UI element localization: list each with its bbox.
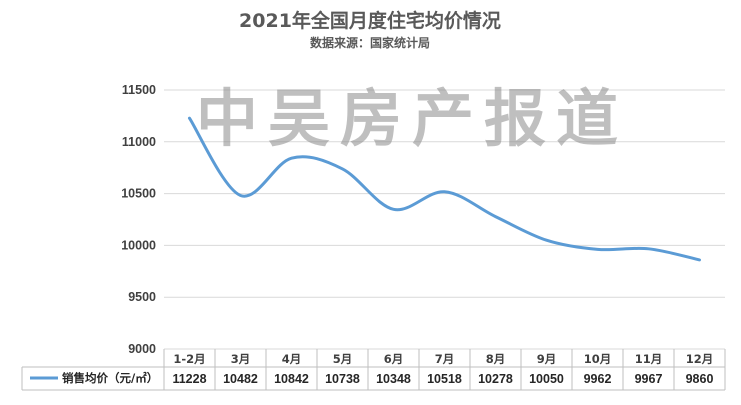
series-line <box>188 116 701 262</box>
y-tick-label: 11500 <box>122 83 156 97</box>
y-tick-label: 11000 <box>122 135 156 149</box>
x-tick-label: 1-2月 <box>173 352 205 366</box>
data-label: 9860 <box>686 372 714 386</box>
data-label: 10348 <box>376 372 411 386</box>
legend-label: 销售均价（元/㎡） <box>62 371 158 385</box>
gridlines <box>164 89 725 350</box>
data-label: 11228 <box>172 372 206 386</box>
plot-area <box>188 116 701 262</box>
x-tick-label: 8月 <box>486 352 506 366</box>
y-axis: 9000 9500 10000 10500 11000 11500 <box>121 83 156 356</box>
data-label: 9967 <box>635 372 663 386</box>
chart-subtitle: 数据来源：国家统计局 <box>310 35 430 50</box>
data-label: 10050 <box>529 372 564 386</box>
x-tick-label: 5月 <box>333 352 353 366</box>
chart-title: 2021年全国月度住宅均价情况 <box>239 9 501 32</box>
watermark: 中吴房产报道 <box>196 82 628 155</box>
x-tick-label: 4月 <box>282 352 302 366</box>
data-label: 10842 <box>274 372 309 386</box>
data-label: 9962 <box>584 372 612 386</box>
x-tick-label: 7月 <box>435 352 455 366</box>
y-tick-label: 9000 <box>128 342 156 356</box>
x-tick-label: 9月 <box>537 352 557 366</box>
data-label: 10738 <box>325 372 360 386</box>
x-tick-label: 11月 <box>635 352 663 366</box>
x-tick-label: 12月 <box>686 352 714 366</box>
x-tick-label: 3月 <box>231 352 251 366</box>
y-tick-label: 10000 <box>121 238 156 252</box>
x-tick-label: 6月 <box>384 352 404 366</box>
y-tick-label: 10500 <box>121 187 156 201</box>
data-label: 10482 <box>223 372 258 386</box>
data-table: 1-2月 11228 3月 10482 4月 10842 5月 10738 6月 10348 7月 1… <box>21 349 726 391</box>
x-tick-label: 10月 <box>584 352 612 366</box>
data-label: 10518 <box>427 372 462 386</box>
data-label: 10278 <box>478 372 513 386</box>
y-tick-label: 9500 <box>128 290 156 304</box>
